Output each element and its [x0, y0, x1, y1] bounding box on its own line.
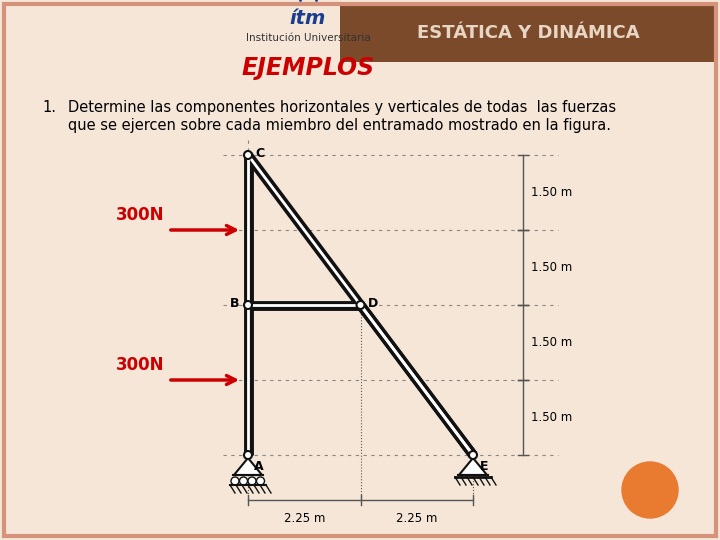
Circle shape — [244, 451, 252, 459]
Text: 1.: 1. — [42, 100, 56, 115]
Circle shape — [469, 451, 477, 459]
Text: ESTÁTICA Y DINÁMICA: ESTÁTICA Y DINÁMICA — [417, 24, 639, 42]
Circle shape — [231, 477, 239, 485]
Bar — [340, 4, 716, 62]
Text: 2.25 m: 2.25 m — [396, 512, 438, 525]
Text: E: E — [480, 460, 488, 473]
Text: 300N: 300N — [115, 206, 164, 224]
Text: 300N: 300N — [115, 356, 164, 374]
Text: 2.25 m: 2.25 m — [284, 512, 325, 525]
Circle shape — [356, 301, 364, 309]
Text: 1.50 m: 1.50 m — [531, 336, 572, 349]
Text: D: D — [367, 297, 378, 310]
Text: Determine las componentes horizontales y verticales de todas  las fuerzas: Determine las componentes horizontales y… — [68, 100, 616, 115]
Text: 1.50 m: 1.50 m — [531, 411, 572, 424]
Circle shape — [248, 477, 256, 485]
Text: 1.50 m: 1.50 m — [531, 186, 572, 199]
Text: ítm: ítm — [290, 9, 326, 28]
Text: 1.50 m: 1.50 m — [531, 261, 572, 274]
Circle shape — [244, 151, 252, 159]
Text: que se ejercen sobre cada miembro del entramado mostrado en la figura.: que se ejercen sobre cada miembro del en… — [68, 118, 611, 133]
Circle shape — [256, 477, 264, 485]
Text: EJEMPLOS: EJEMPLOS — [241, 56, 374, 80]
Circle shape — [622, 462, 678, 518]
Text: B: B — [230, 297, 240, 310]
Polygon shape — [459, 458, 487, 475]
Polygon shape — [234, 458, 262, 475]
Circle shape — [240, 477, 248, 485]
Circle shape — [244, 301, 252, 309]
Text: A: A — [254, 460, 264, 473]
Text: C: C — [255, 147, 264, 160]
Text: Institución Universitaria: Institución Universitaria — [246, 33, 370, 43]
